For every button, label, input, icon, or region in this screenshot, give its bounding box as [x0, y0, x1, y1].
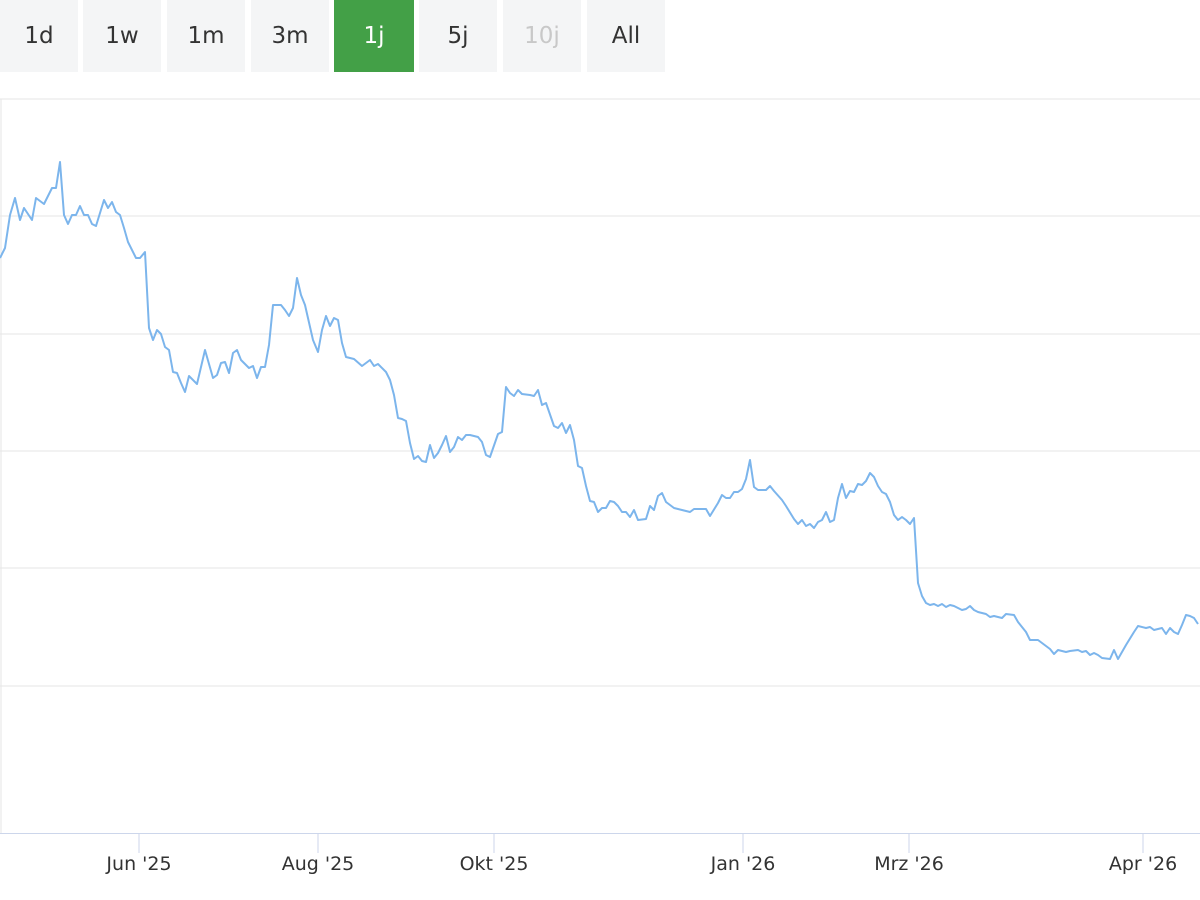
- range-button[interactable]: 1d: [0, 0, 78, 72]
- range-button[interactable]: 1j: [334, 0, 414, 72]
- range-button[interactable]: 5j: [419, 0, 497, 72]
- price-line: [0, 161, 1199, 660]
- x-tick-label: Jun '25: [105, 853, 171, 875]
- x-tick-label: Aug '25: [282, 853, 355, 875]
- range-button: 10j: [503, 0, 581, 72]
- range-button[interactable]: 1w: [83, 0, 161, 72]
- x-tick-label: Okt '25: [460, 853, 529, 875]
- range-button[interactable]: 1m: [167, 0, 245, 72]
- x-tick-label: Mrz '26: [874, 853, 944, 875]
- range-button[interactable]: All: [587, 0, 665, 72]
- x-tick-label: Apr '26: [1109, 853, 1177, 875]
- x-tick-label: Jan '26: [710, 853, 776, 875]
- range-button[interactable]: 3m: [251, 0, 329, 72]
